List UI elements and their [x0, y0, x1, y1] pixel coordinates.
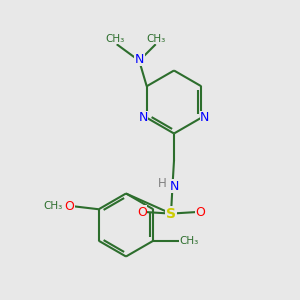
Text: O: O [65, 200, 75, 213]
Text: CH₃: CH₃ [43, 201, 62, 211]
Text: H: H [158, 177, 166, 190]
Text: CH₃: CH₃ [180, 236, 199, 246]
Text: N: N [169, 179, 179, 193]
Text: N: N [134, 53, 144, 66]
Text: CH₃: CH₃ [106, 34, 125, 44]
Text: O: O [137, 206, 147, 219]
Text: CH₃: CH₃ [147, 34, 166, 44]
Text: S: S [166, 207, 176, 220]
Text: N: N [200, 111, 210, 124]
Text: O: O [195, 206, 205, 219]
Text: N: N [138, 111, 148, 124]
